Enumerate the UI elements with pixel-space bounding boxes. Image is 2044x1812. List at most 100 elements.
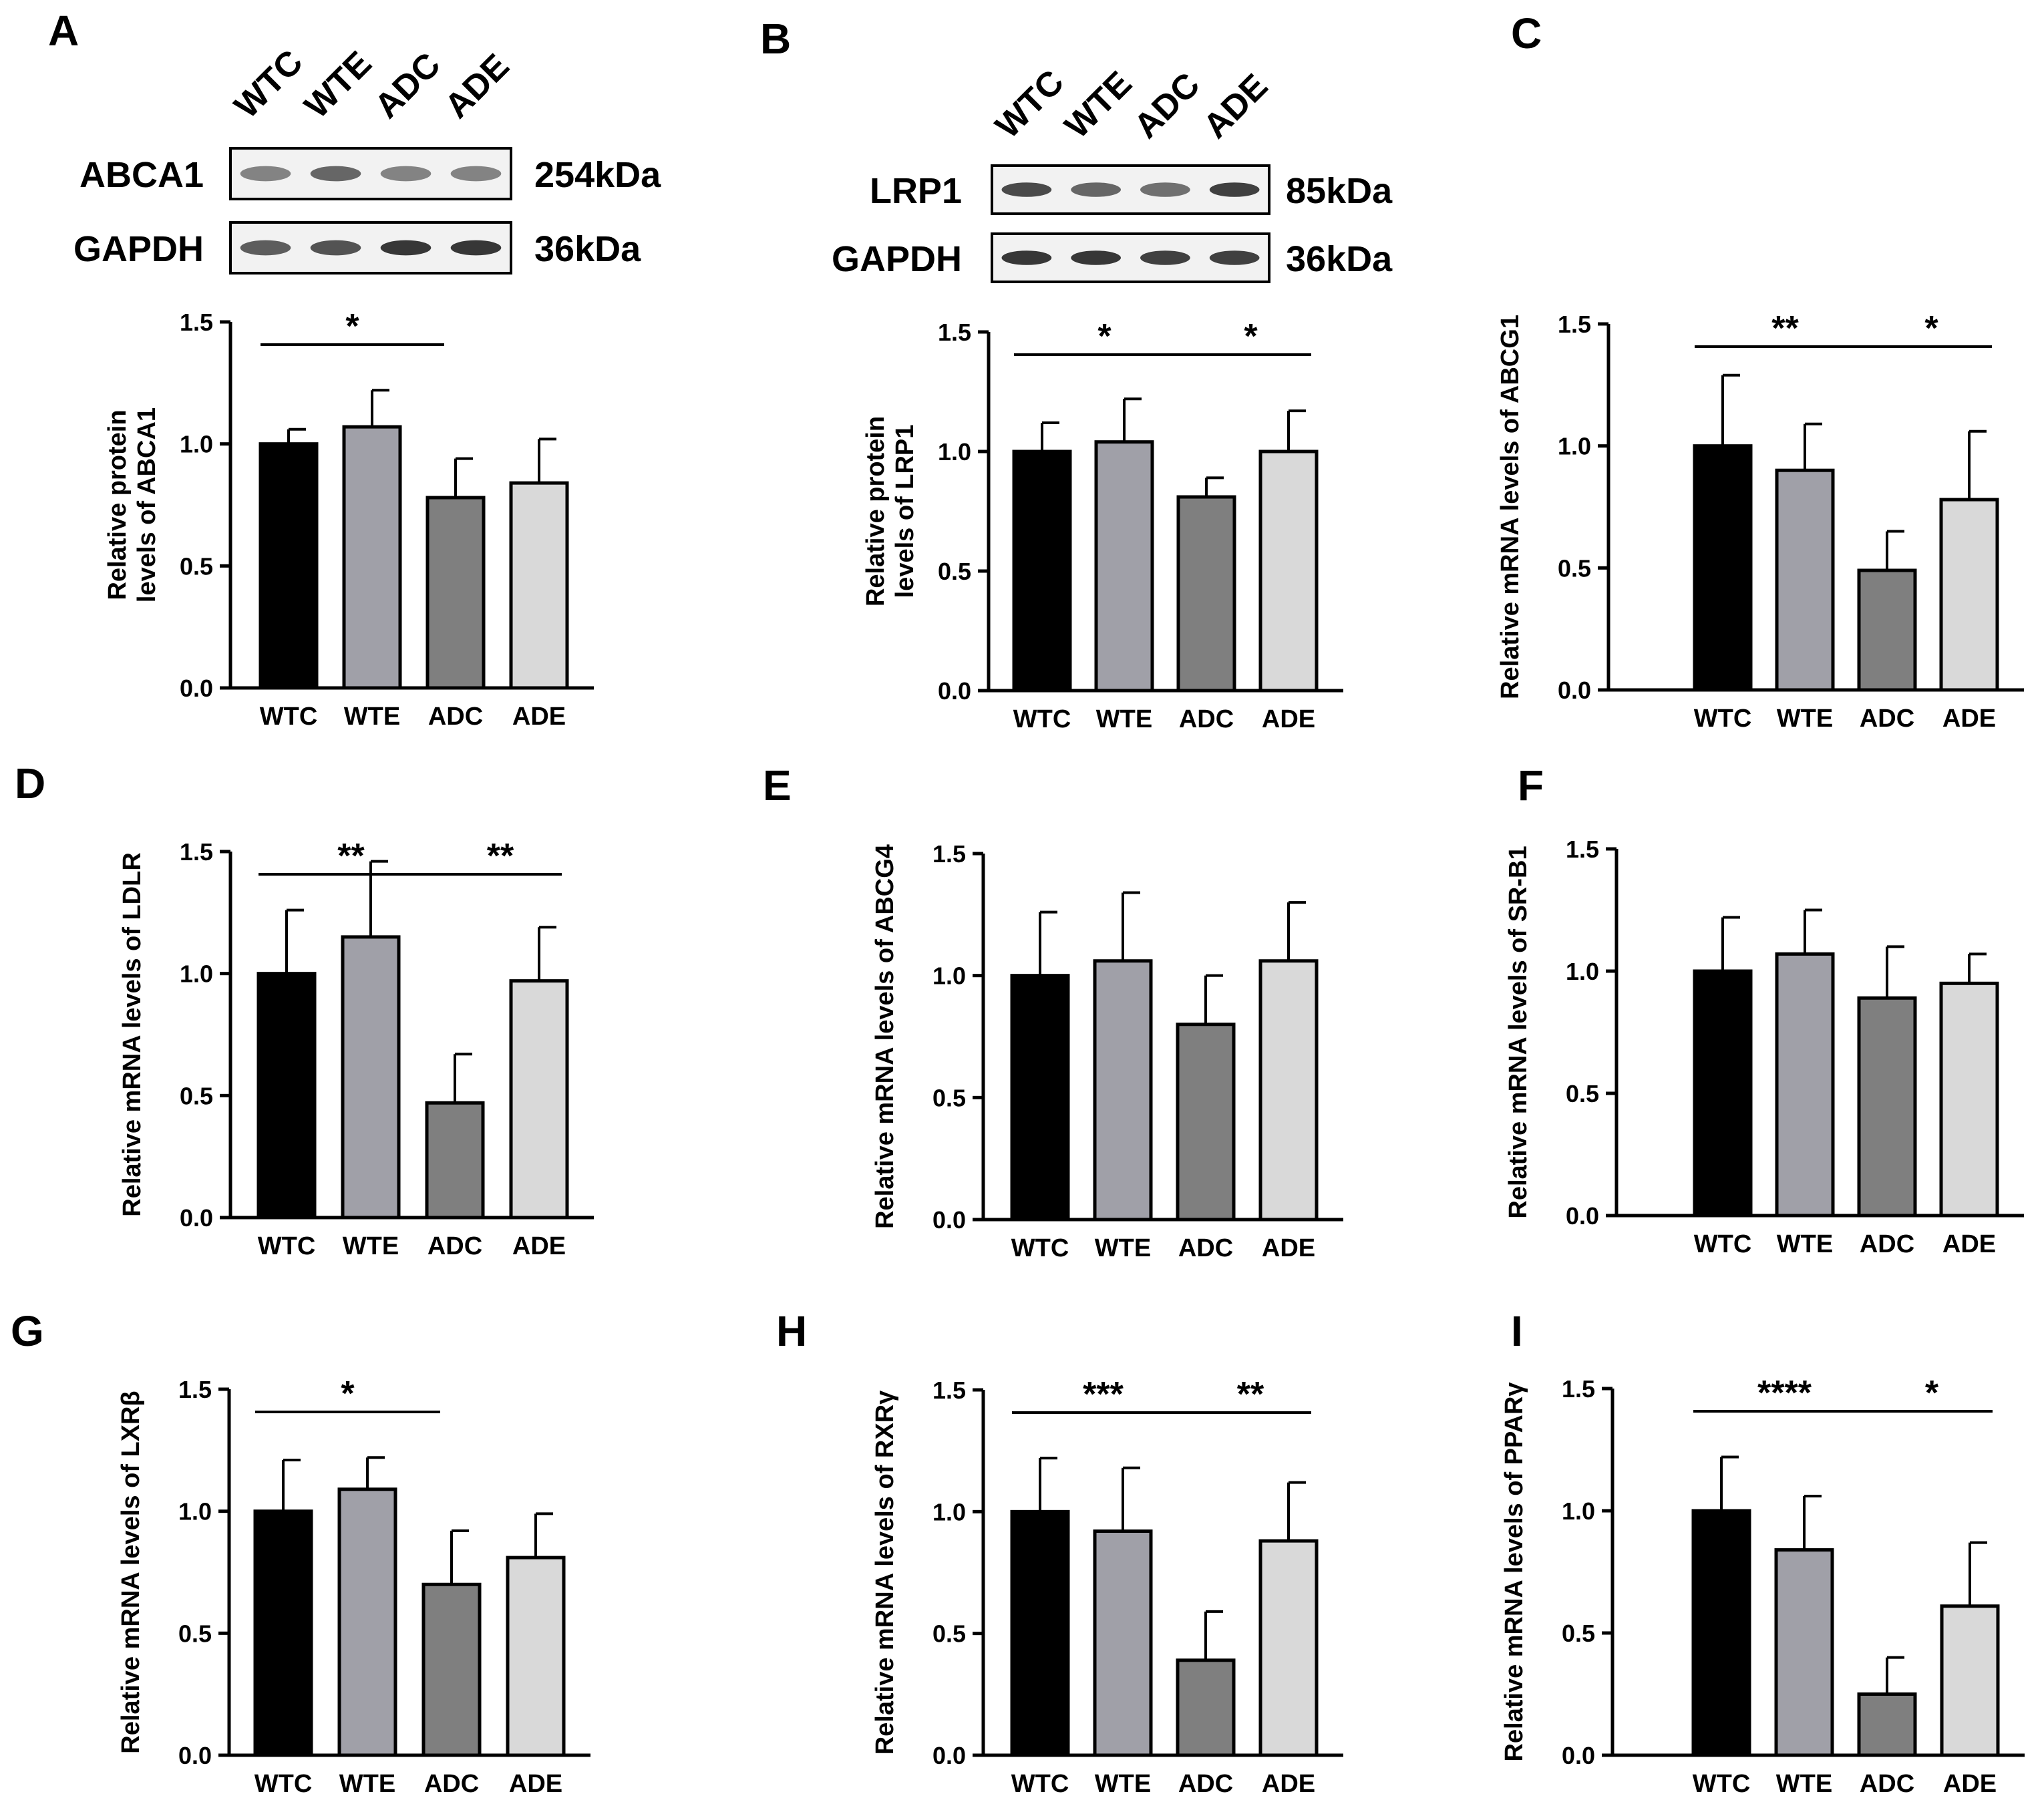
y-tick-label: 0.0 <box>1566 1202 1599 1230</box>
lane-label: WTE <box>297 44 379 126</box>
y-tick-label: 1.5 <box>938 319 971 346</box>
significance-label: ** <box>487 837 514 876</box>
bar-ade <box>1258 1539 1319 1757</box>
blot-band <box>1209 182 1260 197</box>
panel-letter: H <box>776 1307 807 1355</box>
significance-label: * <box>341 1375 355 1413</box>
x-tick-label: WTE <box>1776 1770 1832 1798</box>
y-tick-label: 1.0 <box>938 438 971 466</box>
bar-wtc <box>1693 969 1753 1218</box>
x-tick-label: ADE <box>1942 1230 1996 1258</box>
y-tick-label: 0.0 <box>180 675 213 702</box>
x-tick-label: ADC <box>1178 1770 1233 1798</box>
y-axis-label: Relative protein <box>862 416 890 606</box>
y-tick-label: 1.5 <box>1566 836 1599 863</box>
blot-protein-label: GAPDH <box>73 229 204 269</box>
x-tick-label: ADC <box>428 703 483 731</box>
y-axis-label: levels of LRP1 <box>891 425 919 598</box>
bar-wtc <box>1012 449 1072 693</box>
lane-label: WTC <box>227 43 311 126</box>
y-axis-label: Relative mRNA levels of LDLR <box>118 852 146 1217</box>
bar-adc <box>1176 1658 1236 1757</box>
x-tick-label: ADE <box>1262 705 1315 733</box>
x-tick-label: WTE <box>1777 1230 1833 1258</box>
significance-label: ** <box>1237 1375 1264 1414</box>
y-tick-label: 0.5 <box>938 558 971 585</box>
panel-letter: A <box>48 7 79 55</box>
significance-label: * <box>1924 309 1938 348</box>
blot-band <box>1071 250 1121 265</box>
x-tick-label: ADE <box>1942 705 1996 733</box>
bar-wtc <box>253 1509 313 1757</box>
bar-ade <box>1258 959 1319 1222</box>
bar-wte <box>1093 959 1153 1222</box>
blot-protein-label: GAPDH <box>832 239 962 279</box>
blot-size-label: 36kDa <box>534 229 641 269</box>
x-tick-label: ADC <box>1179 705 1234 733</box>
y-tick-label: 0.5 <box>180 1082 213 1109</box>
bar-ade <box>506 1556 566 1757</box>
panel-e: E 0.0 0.5 1.0 1.5 WTC WTE ADC ADE Relative mRNA l… <box>763 761 1343 1262</box>
y-tick-label: 1.0 <box>1562 1497 1595 1525</box>
x-tick-label: ADC <box>1860 1770 1914 1798</box>
bar-wtc <box>1010 974 1070 1222</box>
blot-band <box>1001 182 1052 197</box>
y-tick-label: 0.0 <box>180 1204 213 1232</box>
blot-band <box>1209 250 1260 265</box>
bar-ade <box>1258 449 1319 693</box>
x-tick-label: ADC <box>1860 1230 1914 1258</box>
y-tick-label: 1.0 <box>1558 433 1591 460</box>
y-tick-label: 0.5 <box>1562 1620 1595 1647</box>
panel-letter: D <box>15 759 45 807</box>
x-tick-label: ADE <box>1262 1770 1315 1798</box>
bar-adc <box>1176 1023 1236 1222</box>
bar-wtc <box>1010 1509 1070 1757</box>
y-tick-label: 1.5 <box>180 838 213 866</box>
panel-letter: G <box>11 1307 44 1355</box>
x-tick-label: WTE <box>343 1232 399 1260</box>
x-tick-label: ADE <box>512 703 566 731</box>
bar-wtc <box>259 442 319 690</box>
blot-size-label: 36kDa <box>1286 239 1393 279</box>
y-axis-label: Relative mRNA levels of ABCG4 <box>871 844 899 1229</box>
y-tick-label: 1.0 <box>1566 958 1599 985</box>
blot-band <box>240 240 291 256</box>
y-tick-label: 1.0 <box>178 1498 212 1525</box>
bar-adc <box>1857 1692 1917 1757</box>
y-axis-label: Relative protein <box>104 409 132 600</box>
panel-g: G 0.0 0.5 1.0 1.5 WTC WTE ADC ADE Relative mRNA l… <box>11 1307 590 1798</box>
panel-f: F 0.0 0.5 1.0 1.5 WTC WTE ADC ADE Relative mRNA l… <box>1504 761 2024 1258</box>
y-axis-label: Relative mRNA levels of RXRγ <box>871 1391 899 1755</box>
significance-label: * <box>1244 317 1258 356</box>
y-tick-label: 0.5 <box>932 1084 966 1111</box>
blot-band <box>380 240 432 256</box>
y-axis-label: levels of ABCA1 <box>133 407 161 602</box>
y-axis-label: Relative mRNA levels of LXRβ <box>117 1391 145 1753</box>
y-axis-label: Relative mRNA levels of PPARγ <box>1500 1382 1528 1761</box>
x-tick-label: ADE <box>1262 1234 1315 1262</box>
x-tick-label: ADE <box>509 1770 562 1798</box>
x-tick-label: WTC <box>1694 705 1752 733</box>
x-tick-label: WTC <box>260 703 318 731</box>
panel-letter: C <box>1511 9 1542 57</box>
y-tick-label: 0.5 <box>178 1620 212 1647</box>
significance-label: *** <box>1083 1375 1124 1414</box>
bar-wte <box>342 425 402 690</box>
blot-band <box>450 166 502 182</box>
panel-i: I 0.0 0.5 1.0 1.5 WTC WTE ADC ADE Relative mRNA l… <box>1500 1307 2025 1798</box>
blot-band <box>310 240 361 256</box>
x-tick-label: ADE <box>1943 1770 1997 1798</box>
panel-c: C 0.0 0.5 1.0 1.5 WTC WTE ADC ADE Relative mRNA l… <box>1496 9 2024 733</box>
y-tick-label: 0.0 <box>178 1742 212 1769</box>
lane-label: ADE <box>1196 67 1276 146</box>
panel-letter: E <box>763 761 792 809</box>
y-tick-label: 1.5 <box>1558 311 1591 338</box>
blot-band <box>1140 250 1190 265</box>
lane-label: ADE <box>438 47 517 126</box>
blot-size-label: 85kDa <box>1286 171 1393 211</box>
y-tick-label: 0.5 <box>1558 554 1591 582</box>
